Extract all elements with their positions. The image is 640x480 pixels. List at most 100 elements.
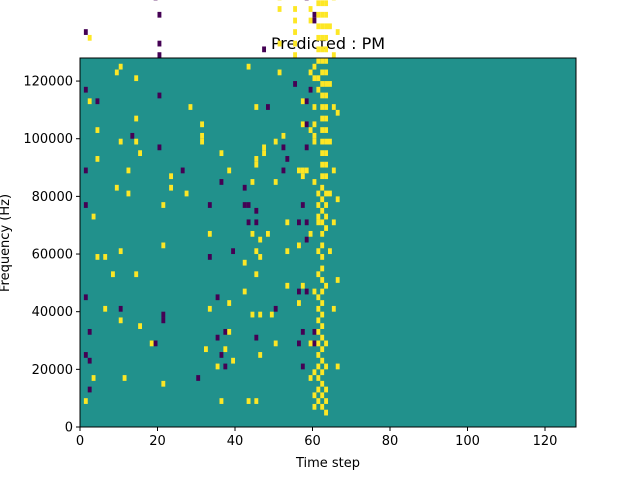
y-axis-label: Frequency (Hz) xyxy=(0,194,13,292)
heatmap-cell xyxy=(300,173,305,180)
heatmap-cell xyxy=(161,202,166,208)
heatmap-cell xyxy=(285,282,290,289)
heatmap-cell xyxy=(316,219,321,226)
heatmap-cell xyxy=(157,92,162,99)
heatmap-cell xyxy=(308,230,313,237)
heatmap-cell xyxy=(320,81,325,87)
heatmap-cell xyxy=(312,340,317,347)
y-tick-label: 60000 xyxy=(32,248,73,263)
heatmap-cell xyxy=(320,242,325,249)
heatmap-cell xyxy=(320,11,325,18)
heatmap-cell xyxy=(328,248,332,255)
heatmap-cell xyxy=(328,138,332,145)
heatmap-cell xyxy=(281,144,286,151)
x-tick-label: 60 xyxy=(304,434,321,449)
heatmap-cell xyxy=(312,104,317,110)
heatmap-cell xyxy=(324,409,329,416)
x-axis-ticks: 0 20 40 60 80 100 120 xyxy=(76,427,557,449)
heatmap-cell xyxy=(312,75,317,82)
heatmap-cell xyxy=(320,173,325,180)
heatmap-cell xyxy=(316,0,321,7)
heatmap-cell xyxy=(312,403,317,410)
heatmap-cell xyxy=(320,127,325,133)
heatmap-cell xyxy=(312,369,317,376)
heatmap-cell xyxy=(316,202,321,208)
heatmap-cell xyxy=(308,127,313,133)
heatmap-cell xyxy=(293,52,298,58)
heatmap-cell xyxy=(324,398,329,404)
heatmap-cell xyxy=(246,398,251,404)
heatmap-cell xyxy=(320,288,325,295)
heatmap-cell xyxy=(316,398,321,404)
heatmap-cell xyxy=(258,236,263,243)
heatmap-cell xyxy=(316,11,321,18)
heatmap-cell xyxy=(83,202,88,208)
heatmap-cell xyxy=(200,138,205,145)
heatmap-cell xyxy=(254,207,259,214)
heatmap-cell xyxy=(118,305,123,312)
heatmap-cell xyxy=(324,0,329,7)
heatmap-background xyxy=(80,58,576,427)
heatmap-cell xyxy=(254,398,259,404)
heatmap-cell xyxy=(227,300,232,306)
heatmap-cell xyxy=(320,34,325,41)
heatmap-cell xyxy=(324,138,329,145)
heatmap-cell xyxy=(297,288,301,295)
heatmap-cell xyxy=(308,6,313,12)
heatmap-cell xyxy=(316,386,321,393)
heatmap-cell xyxy=(273,305,278,312)
heatmap-cell xyxy=(207,230,212,237)
heatmap-cell xyxy=(207,202,212,208)
heatmap-cell xyxy=(316,328,321,335)
heatmap-cell xyxy=(300,167,305,174)
heatmap-cell xyxy=(316,363,321,370)
heatmap-cell xyxy=(149,340,154,347)
heatmap-cell xyxy=(320,403,325,410)
heatmap-cell xyxy=(335,363,340,370)
heatmap-cell xyxy=(277,69,282,76)
heatmap-cell xyxy=(161,242,166,249)
heatmap-cell xyxy=(157,144,162,151)
heatmap-cell xyxy=(242,288,247,295)
heatmap-cell xyxy=(312,11,317,18)
heatmap-cell xyxy=(254,219,259,226)
heatmap-cell xyxy=(304,167,309,174)
heatmap-cell xyxy=(122,375,127,381)
heatmap-cell xyxy=(118,63,123,70)
heatmap-cell xyxy=(254,248,259,255)
heatmap-cell xyxy=(297,340,301,347)
heatmap-cell xyxy=(153,340,158,347)
plot-frame xyxy=(79,57,577,428)
heatmap-cell xyxy=(316,375,321,381)
heatmap-cell xyxy=(277,6,282,12)
heatmap-cell xyxy=(207,254,212,260)
heatmap-cell xyxy=(87,357,92,364)
heatmap-cell xyxy=(161,380,166,387)
heatmap-cell xyxy=(324,92,329,99)
heatmap-cell xyxy=(320,23,325,30)
heatmap-cell xyxy=(223,328,228,335)
heatmap-cell xyxy=(300,328,305,335)
heatmap-cell xyxy=(316,317,321,324)
heatmap-cell xyxy=(312,132,317,139)
heatmap-cell xyxy=(83,294,88,301)
heatmap-cell xyxy=(324,386,329,393)
heatmap-cell xyxy=(95,98,100,105)
heatmap-cell xyxy=(324,69,329,76)
heatmap-cell xyxy=(219,179,224,185)
heatmap-cell xyxy=(196,375,201,381)
heatmap-cell xyxy=(320,230,325,237)
heatmap-cell xyxy=(285,156,290,162)
heatmap-cell xyxy=(324,202,329,208)
heatmap-cell xyxy=(328,190,332,197)
heatmap-cell xyxy=(316,248,321,255)
heatmap-cell xyxy=(180,167,185,174)
heatmap-cell xyxy=(258,311,263,318)
y-tick-label: 20000 xyxy=(32,363,73,378)
heatmap-cell xyxy=(83,29,88,35)
heatmap-cell xyxy=(223,346,228,353)
heatmap-cell xyxy=(277,40,282,47)
heatmap-cell xyxy=(312,179,317,185)
heatmap-cell xyxy=(316,340,321,347)
heatmap-cell xyxy=(324,173,329,180)
